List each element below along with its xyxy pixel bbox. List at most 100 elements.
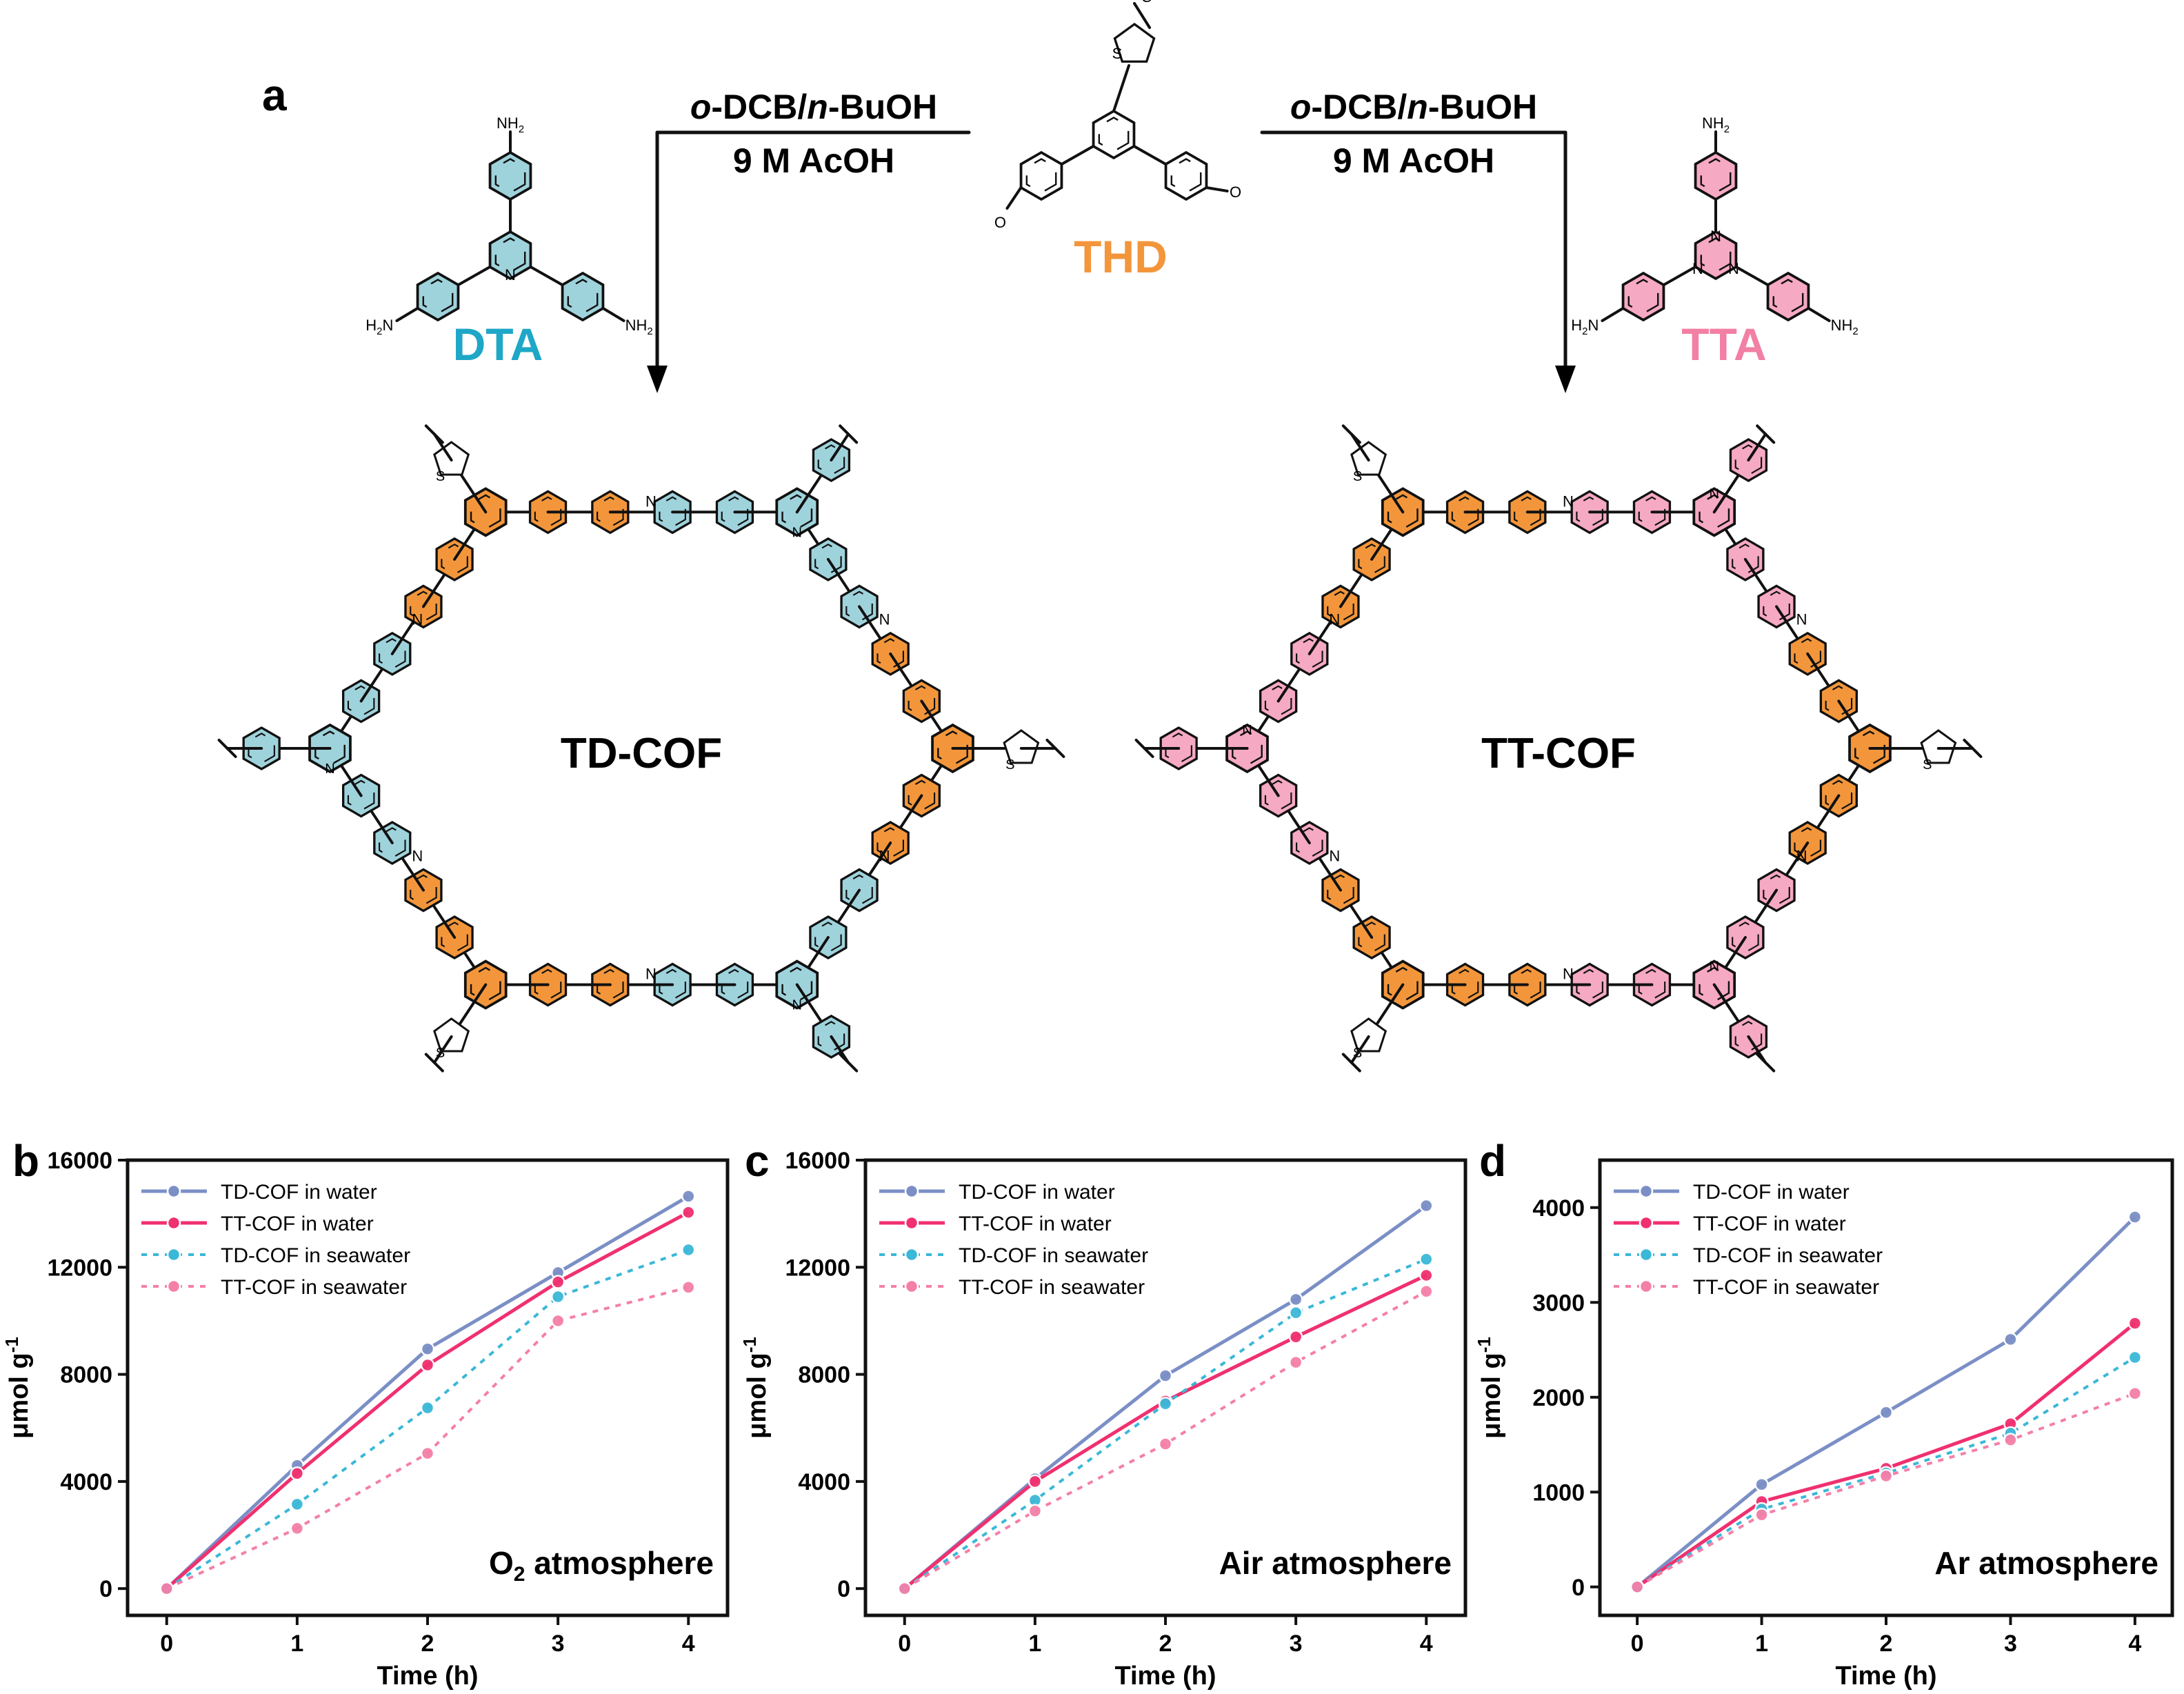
solvent-o: o — [690, 88, 712, 126]
bond-line — [529, 266, 564, 286]
data-point-0-1 — [1754, 1477, 1769, 1492]
legend-label-3: TT-COF in seawater — [221, 1276, 407, 1299]
data-point-1-1 — [290, 1466, 305, 1481]
legend-label-3: TT-COF in seawater — [959, 1276, 1145, 1299]
data-point-3-4 — [681, 1280, 696, 1295]
nh2-sub: 2 — [1724, 123, 1730, 135]
x-tick-label: 1 — [1755, 1631, 1768, 1657]
data-point-3-2 — [420, 1446, 435, 1461]
y-label-main: μmol g — [743, 1353, 772, 1439]
imine-n-label: N — [645, 492, 657, 510]
legend-label-2: TD-COF in seawater — [1693, 1244, 1883, 1267]
imine-n-label: N — [1563, 492, 1574, 510]
data-point-3-4 — [2127, 1386, 2143, 1401]
data-point-1-1 — [1028, 1474, 1043, 1489]
x-tick-label: 0 — [898, 1631, 911, 1657]
x-tick-label: 3 — [2004, 1631, 2017, 1657]
data-point-2-3 — [550, 1289, 565, 1304]
x-tick-label: 3 — [1290, 1631, 1303, 1657]
data-point-0-4 — [681, 1189, 696, 1204]
data-point-0-2 — [1879, 1405, 1894, 1419]
bond-line — [395, 307, 419, 322]
truncation-mark — [1756, 1053, 1776, 1073]
bond-line — [457, 266, 492, 286]
data-point-1-4 — [681, 1205, 696, 1219]
thd-thiophene — [1113, 22, 1156, 63]
panel-b-chart: b 0 4000 8000 12000 16000 0 1 2 3 4 Time (h) μmol g-… — [1, 1136, 730, 1691]
x-tick-label: 2 — [421, 1631, 434, 1657]
legend-marker-3 — [904, 1279, 919, 1294]
truncation-mark — [424, 424, 444, 444]
legend-label-2: TD-COF in seawater — [221, 1244, 410, 1267]
legend-label-0: TD-COF in water — [221, 1181, 377, 1204]
nh2-label: NH2 — [1702, 114, 1730, 135]
bond-line — [1060, 145, 1095, 166]
x-axis-label: Time (h) — [1114, 1662, 1216, 1691]
x-tick-label: 1 — [1028, 1631, 1041, 1657]
x-tick-label: 1 — [290, 1631, 303, 1657]
series-line-1 — [903, 1273, 1427, 1591]
thiophene-ring — [433, 1017, 470, 1053]
n-atom-label: N — [325, 761, 334, 777]
legend-marker-2 — [904, 1247, 919, 1262]
conditions-right-solvent: o-DCB/n-BuOH — [1290, 88, 1537, 126]
y-label-sup: -1 — [1, 1337, 22, 1353]
truncation-mark — [217, 739, 237, 758]
data-point-3-2 — [1879, 1468, 1894, 1484]
thiophene-ring — [1920, 729, 1957, 764]
legend-label-0: TD-COF in water — [1693, 1181, 1850, 1204]
annotation-sub: 2 — [514, 1563, 525, 1586]
bond-line — [1734, 266, 1770, 286]
thd-label: THD — [1074, 231, 1168, 282]
legend-marker-3 — [1639, 1279, 1654, 1294]
truncation-mark — [839, 1053, 859, 1073]
imine-n-label: N — [412, 847, 423, 864]
n-atom-label: N — [1710, 228, 1721, 245]
solvent-o: o — [1290, 88, 1312, 126]
y-tick-label: 12000 — [47, 1255, 112, 1281]
s-atom-label: S — [1923, 757, 1932, 773]
legend-marker-3 — [166, 1279, 181, 1294]
bond-line — [1205, 186, 1229, 192]
nh2-n: NH — [497, 114, 519, 132]
imine-n-label: N — [879, 611, 890, 628]
atmosphere-annotation: Ar atmosphere — [1934, 1545, 2158, 1581]
bond-line — [1133, 2, 1151, 29]
imine-n-label: N — [1563, 966, 1574, 983]
series-line-2 — [1636, 1356, 2136, 1588]
imine-n-label: N — [1329, 847, 1340, 864]
legend-marker-1 — [1639, 1215, 1654, 1230]
data-point-0-3 — [1288, 1292, 1303, 1307]
n-atom-label: N — [1242, 723, 1252, 738]
data-point-3-1 — [1028, 1504, 1043, 1518]
h2n-label: H2N — [365, 317, 393, 337]
legend-label-1: TT-COF in water — [959, 1213, 1112, 1235]
bond-line — [1005, 186, 1023, 210]
data-point-2-2 — [420, 1400, 435, 1415]
legend-marker-0 — [166, 1184, 181, 1199]
series-line-0 — [1636, 1215, 2136, 1588]
truncation-bond — [830, 432, 850, 462]
nh2-n: NH — [625, 317, 648, 334]
bond-line — [1807, 307, 1831, 322]
imine-n-label: N — [412, 611, 423, 628]
panel-d-chart: d 0 1000 2000 3000 4000 0 1 2 3 4 Time (h) μmol g-1 T… — [1474, 1136, 2174, 1691]
data-point-0-4 — [2127, 1210, 2143, 1224]
legend-label-2: TD-COF in seawater — [959, 1244, 1148, 1267]
legend-marker-0 — [904, 1184, 919, 1199]
truncation-mark — [1963, 739, 1983, 758]
x-tick-label: 3 — [552, 1631, 565, 1657]
y-label-main: μmol g — [1477, 1353, 1506, 1439]
bond-line — [1601, 307, 1625, 322]
x-tick-label: 0 — [160, 1631, 173, 1657]
imine-n-label: N — [1796, 611, 1807, 628]
data-point-2-4 — [681, 1242, 696, 1257]
h2n-h: H — [1571, 317, 1582, 334]
annotation-main: Ar atmosphere — [1934, 1545, 2158, 1581]
panel-letter-d: d — [1479, 1136, 1506, 1186]
nh2-sub: 2 — [519, 123, 524, 135]
legend-marker-1 — [904, 1215, 919, 1230]
data-point-3-4 — [1419, 1284, 1434, 1299]
